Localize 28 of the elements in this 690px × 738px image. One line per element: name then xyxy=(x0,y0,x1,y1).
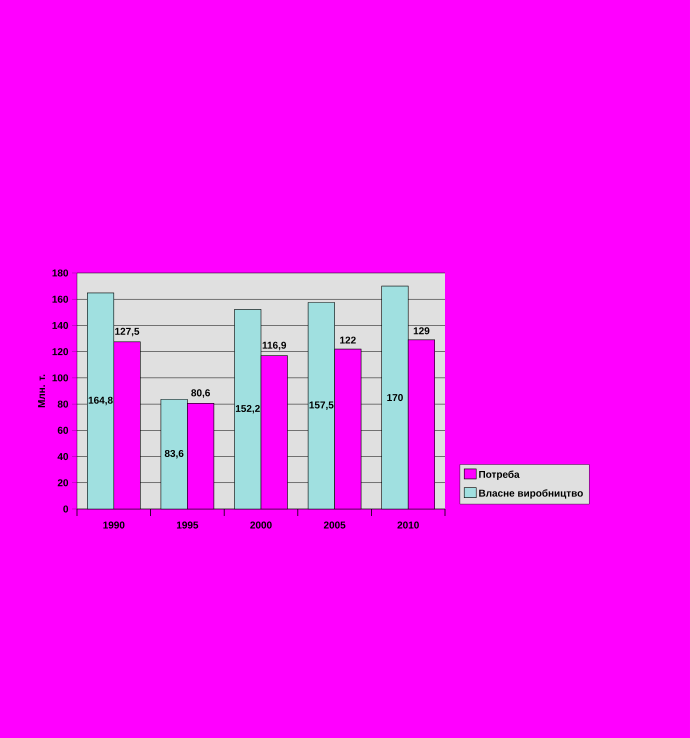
data-label: 170 xyxy=(387,394,403,402)
x-tick-label: 2010 xyxy=(397,522,419,529)
y-tick-label: 40 xyxy=(58,453,68,460)
y-axis-title: Млн. т. xyxy=(38,374,46,408)
y-tick-label: 80 xyxy=(58,400,68,408)
data-label: 157,5 xyxy=(310,402,334,410)
legend-label: Власне виробництво xyxy=(479,489,583,499)
data-label: 83,6 xyxy=(164,450,184,458)
x-tick-label: 2005 xyxy=(324,522,346,529)
y-tick-label: 20 xyxy=(58,479,68,486)
legend-label: Потреба xyxy=(479,470,520,480)
y-tick-label: 0 xyxy=(63,505,68,513)
data-label: 129 xyxy=(414,327,430,334)
x-tick-label: 1995 xyxy=(176,522,198,529)
data-label: 127,5 xyxy=(115,328,140,336)
y-tick-label: 100 xyxy=(52,374,68,382)
data-label: 122 xyxy=(340,336,356,344)
y-tick-label: 160 xyxy=(52,296,68,303)
y-tick-label: 60 xyxy=(58,426,68,434)
data-label: 116,9 xyxy=(262,342,286,350)
x-tick-label: 1990 xyxy=(103,522,124,529)
data-label: 152,2 xyxy=(236,404,260,414)
y-tick-label: 140 xyxy=(52,322,68,329)
data-label: 80,6 xyxy=(191,389,210,398)
data-label: 164,8 xyxy=(88,396,113,406)
y-tick-label: 120 xyxy=(52,348,68,356)
x-tick-label: 2000 xyxy=(250,522,272,529)
y-tick-label: 180 xyxy=(52,269,68,277)
